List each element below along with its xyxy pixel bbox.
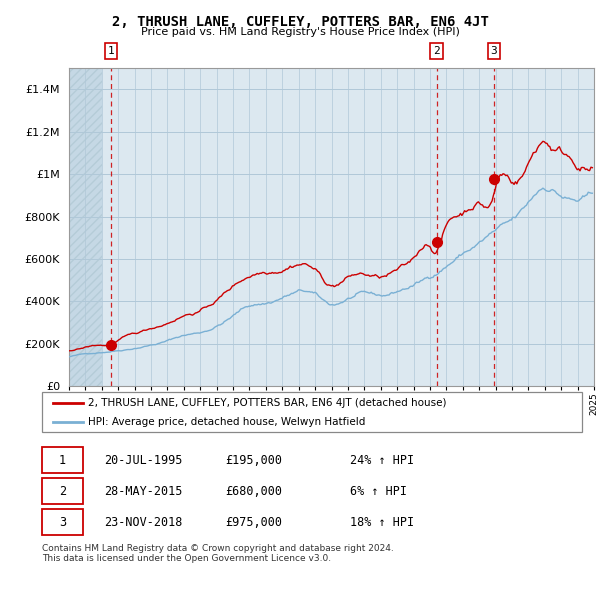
Text: 3: 3: [59, 516, 66, 529]
FancyBboxPatch shape: [42, 392, 582, 432]
Text: 1: 1: [59, 454, 66, 467]
Text: Price paid vs. HM Land Registry's House Price Index (HPI): Price paid vs. HM Land Registry's House …: [140, 27, 460, 37]
Text: 2, THRUSH LANE, CUFFLEY, POTTERS BAR, EN6 4JT: 2, THRUSH LANE, CUFFLEY, POTTERS BAR, EN…: [112, 15, 488, 29]
Text: 1: 1: [107, 46, 114, 56]
Text: Contains HM Land Registry data © Crown copyright and database right 2024.
This d: Contains HM Land Registry data © Crown c…: [42, 544, 394, 563]
Text: 2: 2: [59, 484, 66, 498]
Text: £195,000: £195,000: [226, 454, 283, 467]
Text: £975,000: £975,000: [226, 516, 283, 529]
Text: 28-MAY-2015: 28-MAY-2015: [104, 484, 182, 498]
Text: 18% ↑ HPI: 18% ↑ HPI: [350, 516, 414, 529]
Text: £680,000: £680,000: [226, 484, 283, 498]
Text: 6% ↑ HPI: 6% ↑ HPI: [350, 484, 407, 498]
FancyBboxPatch shape: [42, 509, 83, 536]
Text: 2: 2: [433, 46, 440, 56]
FancyBboxPatch shape: [42, 447, 83, 473]
Text: 20-JUL-1995: 20-JUL-1995: [104, 454, 182, 467]
Text: 2, THRUSH LANE, CUFFLEY, POTTERS BAR, EN6 4JT (detached house): 2, THRUSH LANE, CUFFLEY, POTTERS BAR, EN…: [88, 398, 446, 408]
Text: 23-NOV-2018: 23-NOV-2018: [104, 516, 182, 529]
Text: 24% ↑ HPI: 24% ↑ HPI: [350, 454, 414, 467]
Text: 3: 3: [491, 46, 497, 56]
FancyBboxPatch shape: [42, 478, 83, 504]
Text: HPI: Average price, detached house, Welwyn Hatfield: HPI: Average price, detached house, Welw…: [88, 417, 365, 427]
